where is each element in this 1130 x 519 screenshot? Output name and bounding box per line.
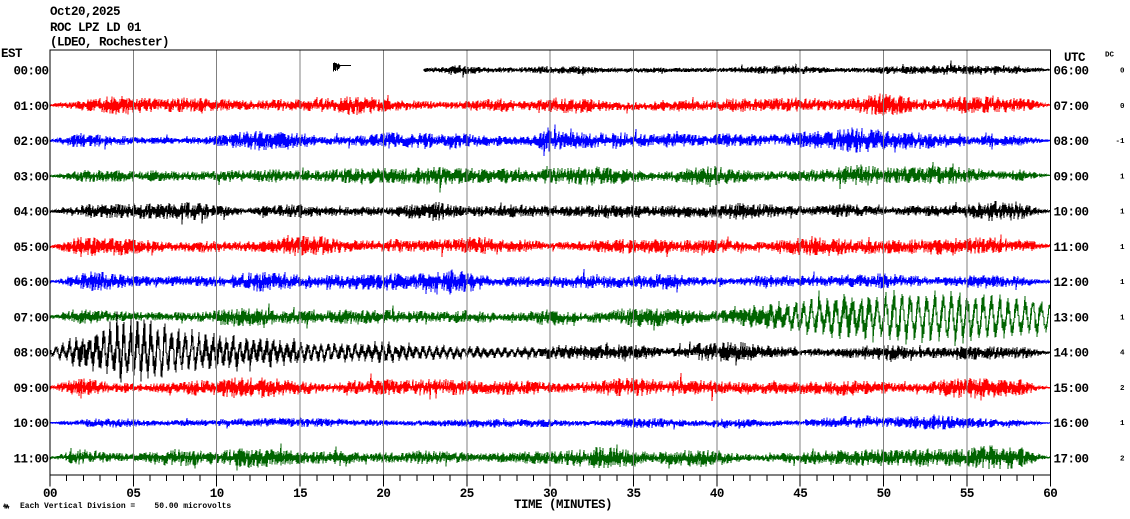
svg-text:04:00: 04:00 [13, 206, 48, 220]
svg-text:11:00: 11:00 [13, 452, 48, 466]
svg-text:1: 1 [1120, 314, 1125, 322]
svg-text:08:00: 08:00 [1054, 135, 1089, 149]
svg-text:1: 1 [1120, 279, 1125, 287]
svg-text:06:00: 06:00 [13, 276, 48, 290]
svg-text:60: 60 [1043, 487, 1057, 501]
svg-text:55: 55 [960, 487, 974, 501]
svg-text:(LDEO, Rochester): (LDEO, Rochester) [50, 36, 169, 50]
svg-text:07:00: 07:00 [13, 311, 48, 325]
svg-text:50: 50 [877, 487, 891, 501]
svg-text:10:00: 10:00 [1054, 206, 1089, 220]
svg-text:15:00: 15:00 [1054, 382, 1089, 396]
svg-text:30: 30 [543, 487, 557, 501]
svg-text:2: 2 [1120, 385, 1125, 393]
svg-text:-1: -1 [1115, 138, 1125, 146]
svg-text:11:00: 11:00 [1054, 241, 1089, 255]
svg-text:Oct20,2025: Oct20,2025 [50, 5, 120, 19]
svg-text:35: 35 [626, 487, 640, 501]
svg-text:06:00: 06:00 [1054, 65, 1089, 79]
svg-text:13:00: 13:00 [1054, 311, 1089, 325]
svg-text:2: 2 [1120, 455, 1125, 463]
svg-text:12:00: 12:00 [1054, 276, 1089, 290]
svg-text:1: 1 [1120, 244, 1125, 252]
svg-text:1: 1 [1120, 173, 1125, 181]
svg-text:00: 00 [43, 487, 57, 501]
svg-text:15: 15 [293, 487, 307, 501]
svg-text:0: 0 [1120, 68, 1125, 76]
svg-text:EST: EST [1, 47, 23, 61]
svg-text:1: 1 [1120, 420, 1125, 428]
svg-text:10:00: 10:00 [13, 417, 48, 431]
svg-text:45: 45 [793, 487, 807, 501]
svg-text:02:00: 02:00 [13, 135, 48, 149]
svg-text:40: 40 [710, 487, 724, 501]
svg-text:05:00: 05:00 [13, 241, 48, 255]
svg-text:08:00: 08:00 [13, 347, 48, 361]
svg-text:01:00: 01:00 [13, 100, 48, 114]
svg-text:07:00: 07:00 [1054, 100, 1089, 114]
svg-text:17:00: 17:00 [1054, 452, 1089, 466]
svg-text:ROC LPZ LD 01: ROC LPZ LD 01 [50, 21, 141, 35]
svg-text:05: 05 [126, 487, 140, 501]
svg-text:0: 0 [1120, 103, 1125, 111]
svg-text:09:00: 09:00 [13, 382, 48, 396]
svg-text:00:00: 00:00 [13, 65, 48, 79]
svg-text:14:00: 14:00 [1054, 347, 1089, 361]
svg-text:16:00: 16:00 [1054, 417, 1089, 431]
svg-text:UTC: UTC [1064, 51, 1086, 65]
svg-text:4: 4 [1120, 350, 1125, 358]
svg-text:Each Vertical Division = 50: Each Vertical Division = 50.00 microvolt… [20, 502, 231, 511]
svg-text:TIME (MINUTES): TIME (MINUTES) [514, 498, 612, 512]
svg-text:25: 25 [460, 487, 474, 501]
svg-text:DC: DC [1105, 52, 1115, 60]
svg-text:20: 20 [376, 487, 390, 501]
svg-text:10: 10 [210, 487, 224, 501]
svg-text:03:00: 03:00 [13, 170, 48, 184]
svg-text:09:00: 09:00 [1054, 170, 1089, 184]
svg-text:1: 1 [1120, 209, 1125, 217]
